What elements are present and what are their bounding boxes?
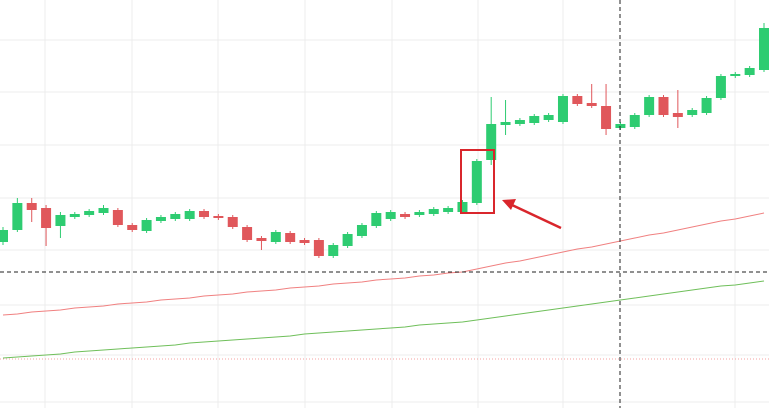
candle-body (227, 217, 238, 227)
candle-body (601, 106, 612, 129)
candle-body (701, 98, 712, 113)
candle-body (557, 96, 568, 122)
moving-average-line (2, 280, 765, 359)
candle-body (644, 97, 655, 115)
candle-body (529, 116, 540, 123)
candle-body (514, 120, 525, 124)
candle-body (629, 115, 640, 127)
annotation-arrow (502, 199, 562, 230)
candle-body (543, 115, 554, 120)
candle-body (486, 124, 497, 160)
candle-body (41, 208, 52, 228)
candle-body (0, 230, 8, 242)
candle-body (500, 122, 511, 125)
candle-body (170, 214, 181, 219)
candle-body (385, 212, 396, 219)
candle-body (26, 203, 37, 210)
candle-body (285, 233, 296, 242)
candle-body (342, 234, 353, 246)
candle-body (242, 227, 253, 240)
candle-body (313, 240, 324, 256)
candle-body (155, 217, 166, 221)
candle-body (299, 240, 310, 243)
candle-body (414, 212, 425, 215)
candle-body (141, 220, 152, 231)
candle-body (256, 238, 267, 241)
candle-body (443, 208, 454, 212)
candle-body (371, 213, 382, 226)
candle-body (213, 216, 224, 218)
candle-body (12, 203, 23, 230)
moving-average-line (2, 212, 765, 316)
candle-body (759, 28, 769, 70)
candle-body (572, 96, 583, 104)
candle-body (356, 225, 367, 236)
candle-body (744, 68, 755, 75)
candle-body (112, 210, 123, 225)
candle-body (84, 211, 95, 215)
candle-body (428, 209, 439, 214)
candle-body (328, 245, 339, 256)
candle-body (457, 202, 468, 212)
plot (0, 23, 769, 359)
candle-body (270, 232, 281, 242)
candle-body (730, 74, 741, 76)
candle-body (687, 110, 698, 115)
candle-body (127, 225, 138, 230)
candle-body (715, 76, 726, 98)
candle-body (586, 103, 597, 106)
candle-body (55, 215, 66, 226)
candle-body (98, 208, 109, 213)
candle-body (672, 113, 683, 117)
candle-body (184, 211, 195, 219)
candle-body (400, 214, 411, 217)
candle-body (199, 211, 210, 217)
candle-body (658, 97, 669, 115)
candle-body (471, 161, 482, 203)
highlight-box (460, 149, 495, 214)
candle-body (69, 214, 80, 217)
